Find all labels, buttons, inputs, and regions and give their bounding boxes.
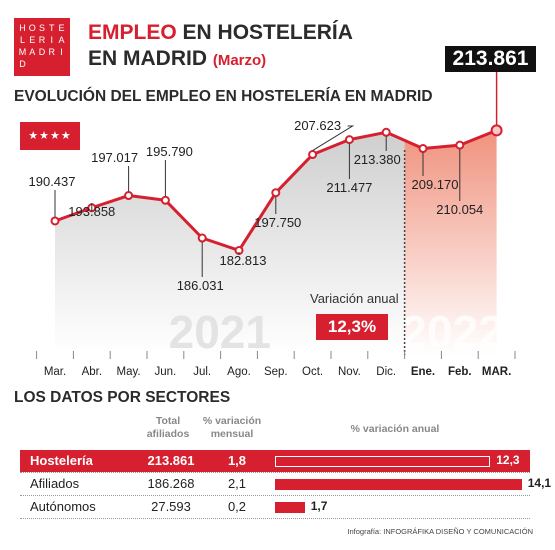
title-line2: EN MADRID [88,47,207,70]
x-tick-label: MAR. [482,366,511,378]
value-label: 197.750 [254,215,301,230]
row-divider [20,472,530,473]
data-point [344,135,354,145]
value-label: 182.813 [220,253,267,268]
sector-row-afiliados: Afiliados 186.268 2,1 14,1 [20,473,551,495]
value-label: 210.054 [436,202,483,217]
value-label: 209.170 [412,177,459,192]
header-mensual: % variación mensual [202,415,262,440]
sector-mensual: 1,8 [227,453,247,468]
data-point [455,140,465,150]
year-label-2022: 2022 [401,306,503,358]
area-2021 [55,132,405,355]
row-divider [20,495,530,496]
value-label: 213.380 [354,152,401,167]
x-tick-label: Jun. [155,366,177,378]
data-point [308,150,318,160]
sector-total: 186.268 [147,476,195,491]
sector-anual-value: 12,3 [496,453,520,467]
header-anual: % variación anual [350,423,440,435]
sectors-title: LOS DATOS POR SECTORES [14,389,231,406]
data-point [160,195,170,205]
data-point [50,216,60,226]
data-point [197,233,207,243]
variation-label: Variación anual [310,291,399,306]
x-tick-label: Abr. [82,366,102,378]
x-tick-label: Sep. [264,366,288,378]
row-divider [20,518,530,519]
x-tick-label: Ago. [227,366,251,378]
page-title: EMPLEO EN HOSTELERÍA EN MADRID (Marzo) [88,20,353,74]
sector-anual-bar [275,502,305,513]
data-point [418,144,428,154]
sector-name: Autónomos [30,499,96,514]
area-2022 [404,130,497,355]
value-label: 195.790 [146,144,193,159]
x-tick-label: Jul. [193,366,211,378]
sector-total: 213.861 [147,453,195,468]
sector-anual-bar [275,479,522,490]
employment-line-chart: 2021 2022 190.437 193.858 197.017 195.790 186.… [29,72,516,378]
value-label: 193.858 [68,204,115,219]
sector-anual-bar [275,456,491,467]
value-label: 207.623 [294,118,341,133]
credit-text: Infografía: INFOGRÁFIKA DISEÑO Y COMUNIC… [347,527,533,536]
data-point [490,124,503,137]
value-label: 211.477 [326,180,372,195]
value-label: 186.031 [177,278,224,293]
data-point [271,188,281,198]
x-tick-label: Ene. [411,366,435,378]
sector-mensual: 2,1 [227,476,247,491]
year-label-2021: 2021 [169,306,271,358]
data-point [124,191,134,201]
x-tick-label: Nov. [338,366,361,378]
value-label: 190.437 [29,174,76,189]
x-tick-label: Mar. [44,366,66,378]
sector-mensual: 0,2 [227,499,247,514]
header-total: Total afiliados [146,415,190,440]
x-tick-label: May. [117,366,141,378]
sector-row-hosteleria: Hostelería 213.861 1,8 12,3 [20,450,530,472]
x-tick-label: Feb. [448,366,472,378]
sector-row-autonomos: Autónomos 27.593 0,2 1,7 [20,496,530,518]
sector-total: 27.593 [151,499,191,514]
title-dark: EN HOSTELERÍA [182,21,353,44]
sector-anual-value: 14,1 [527,476,552,490]
x-tick-label: Dic. [376,366,396,378]
data-point [381,127,391,137]
variation-value: 12,3% [316,314,388,340]
title-month: (Marzo) [212,52,267,69]
latest-value-badge: 213.861 [445,46,536,72]
value-leader-line [312,125,355,151]
sector-anual-value: 1,7 [310,499,328,513]
madrid-flag-icon: ★★★★ [20,122,80,150]
sector-name: Afiliados [30,476,80,491]
chart-title: EVOLUCIÓN DEL EMPLEO EN HOSTELERÍA EN MA… [14,88,433,105]
x-tick-label: Oct. [302,366,323,378]
logo-row-4: D [19,59,26,69]
title-red: EMPLEO [88,21,177,44]
value-label: 197.017 [91,150,138,165]
sector-name: Hostelería [30,453,93,468]
